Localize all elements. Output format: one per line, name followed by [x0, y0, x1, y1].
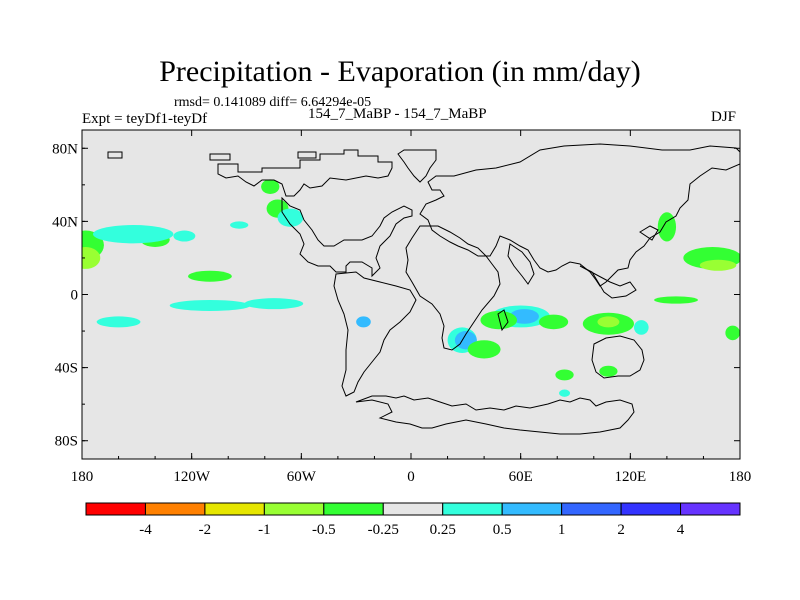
y-tick-label-3: 40S: [55, 361, 78, 377]
y-tick-label-2: 0: [71, 288, 79, 304]
coastlines: [107, 143, 740, 435]
anomaly-region-25: [657, 212, 677, 242]
anomaly-layer: [82, 179, 740, 397]
anomaly-region-19: [480, 310, 518, 330]
colorbar-label-4: -0.25: [368, 522, 399, 538]
season-label: DJF: [711, 109, 737, 125]
anomaly-region-9: [261, 179, 280, 194]
anomaly-region-28: [654, 296, 698, 304]
anomaly-region-22: [597, 316, 620, 328]
anomaly-region-23: [633, 320, 649, 335]
x-axis: 180 120W 60W 0 60E 120E 180: [71, 130, 752, 485]
colorbar-label-0: -4: [139, 522, 152, 538]
coastline-eurasia: [419, 143, 740, 287]
x-tick-label-1: 120W: [173, 469, 211, 485]
colorbar-box-5: [382, 502, 444, 516]
experiment-label: Expt = teyDf1-teyDf: [82, 111, 208, 127]
colorbar-box-8: [561, 502, 622, 516]
anomaly-region-27: [699, 259, 737, 271]
colorbar: -4 -2 -1 -0.5 -0.25 0.25 0.5 1 2 4: [85, 502, 741, 538]
anomaly-region-5: [188, 270, 232, 282]
anomaly-region-4: [173, 230, 196, 242]
x-tick-label-5: 120E: [614, 469, 646, 485]
plot-background: [82, 130, 740, 459]
chart-title: Precipitation - Evaporation (in mm/day): [159, 55, 641, 88]
colorbar-box-9: [620, 502, 682, 516]
coastline-africa: [405, 225, 501, 351]
colorbar-label-7: 1: [558, 522, 566, 538]
colorbar-box-2: [204, 502, 265, 516]
colorbar-label-6: 0.5: [493, 522, 512, 538]
y-tick-label-1: 40N: [52, 214, 78, 230]
x-tick-label-2: 60W: [287, 469, 317, 485]
anomaly-region-30: [599, 365, 618, 377]
coastline-madagascar: [497, 309, 509, 332]
anomaly-region-12: [230, 221, 249, 229]
anomaly-region-8: [244, 298, 304, 310]
x-tick-label-3: 0: [407, 469, 415, 485]
coastline-south-america: [333, 271, 417, 397]
anomaly-region-1: [82, 246, 101, 269]
colorbar-label-9: 4: [677, 522, 685, 538]
colorbar-box-1: [144, 502, 206, 516]
anomaly-region-20: [538, 314, 569, 330]
anomaly-region-6: [96, 316, 141, 328]
anomaly-region-7: [169, 299, 251, 311]
coastline-north-america-west: [281, 196, 413, 278]
colorbar-box-4: [323, 502, 384, 516]
coastline-india: [507, 243, 535, 285]
coastline-japan: [639, 225, 659, 241]
colorbar-label-1: -2: [199, 522, 212, 538]
colorbar-label-5: 0.25: [430, 522, 456, 538]
anomaly-region-24: [725, 325, 740, 341]
anomaly-region-13: [356, 316, 371, 328]
colorbar-box-10: [680, 502, 741, 516]
y-tick-label-4: 80S: [55, 434, 78, 450]
anomaly-region-11: [277, 208, 304, 227]
colorbar-box-7: [501, 502, 563, 516]
colorbar-label-3: -0.5: [312, 522, 336, 538]
stats-label: rmsd= 0.141089 diff= 6.64294e-05: [174, 95, 372, 110]
x-tick-label-6: 180: [729, 469, 752, 485]
colorbar-label-2: -1: [258, 522, 271, 538]
x-tick-label-0: 180: [71, 469, 94, 485]
y-tick-label-0: 80N: [52, 141, 78, 157]
anomaly-region-3: [92, 225, 174, 244]
coastline-arctic-islands: [107, 151, 317, 161]
coastline-australia: [591, 335, 645, 379]
coastline-antarctica: [355, 395, 635, 435]
colorbar-label-8: 2: [617, 522, 625, 538]
case-label: 154_7_MaBP - 154_7_MaBP: [308, 106, 487, 122]
coastline-greenland: [397, 149, 437, 183]
x-tick-label-4: 60E: [509, 469, 533, 485]
coastline-north-america: [217, 149, 393, 197]
y-axis: 80N 40N 0 40S 80S: [52, 141, 740, 450]
anomaly-region-29: [555, 369, 574, 381]
coastline-southeast-asia: [579, 265, 637, 299]
colorbar-box-6: [442, 502, 503, 516]
anomaly-region-16: [467, 340, 501, 359]
anomaly-region-31: [559, 389, 571, 397]
colorbar-box-0: [85, 502, 146, 516]
colorbar-box-3: [263, 502, 325, 516]
